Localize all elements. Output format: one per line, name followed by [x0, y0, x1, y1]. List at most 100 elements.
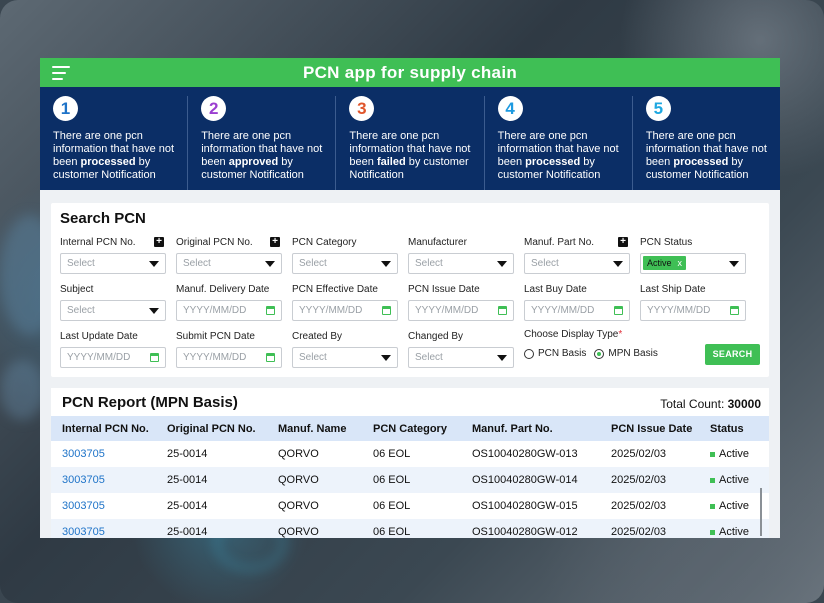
column-header[interactable]: Manuf. Name — [278, 422, 347, 435]
dropdown-caret-icon — [613, 261, 623, 267]
radio-button-selected[interactable] — [594, 348, 605, 359]
calendar-icon[interactable] — [730, 306, 739, 315]
pcn-category-select[interactable]: Select — [292, 253, 398, 274]
pcn-report-panel: PCN Report (MPN Basis) Total Count: 3000… — [51, 388, 769, 538]
notification-step[interactable]: 3 There are one pcn information that hav… — [336, 96, 485, 190]
changed-by-select[interactable]: Select — [408, 347, 514, 368]
column-header[interactable]: Manuf. Part No. — [472, 422, 553, 435]
remove-chip-icon[interactable]: x — [677, 258, 683, 268]
radio-mpn-basis[interactable]: MPN Basis — [594, 348, 658, 359]
field-label: Submit PCN Date — [176, 331, 255, 342]
dropdown-caret-icon — [149, 308, 159, 314]
pcn-category-field: PCN Category Select — [292, 236, 398, 274]
table-header-row: Internal PCN No. Original PCN No. Manuf.… — [51, 416, 769, 441]
pcn-status-select[interactable]: Active x — [640, 253, 746, 274]
internal-pcn-link[interactable]: 3003705 — [62, 500, 105, 512]
field-label: Manuf. Delivery Date — [176, 284, 270, 295]
internal-pcn-select[interactable]: Select — [60, 253, 166, 274]
radio-label: MPN Basis — [608, 348, 658, 359]
dropdown-caret-icon — [729, 261, 739, 267]
field-label: Last Buy Date — [524, 284, 587, 295]
calendar-icon[interactable] — [266, 306, 275, 315]
last-update-date-input[interactable]: YYYY/MM/DD — [60, 347, 166, 368]
table-cell: 06 EOL — [373, 526, 411, 538]
table-row[interactable]: 3003705 25-0014 QORVO 06 EOL OS10040280G… — [51, 441, 769, 467]
status-cell: Active — [699, 467, 769, 493]
table-row[interactable]: 3003705 25-0014 QORVO 06 EOL OS10040280G… — [51, 467, 769, 493]
step-number-badge: 5 — [645, 96, 671, 121]
table-row[interactable]: 3003705 25-0014 QORVO 06 EOL OS10040280G… — [51, 493, 769, 519]
table-scrollbar[interactable] — [760, 488, 762, 536]
report-table: Internal PCN No. Original PCN No. Manuf.… — [51, 416, 769, 538]
created-by-select[interactable]: Select — [292, 347, 398, 368]
table-cell: QORVO — [278, 448, 319, 460]
table-cell: QORVO — [278, 474, 319, 486]
manuf-part-field: Manuf. Part No. + Select — [524, 236, 630, 274]
column-header[interactable]: Status — [710, 422, 744, 435]
column-header[interactable]: Original PCN No. — [167, 422, 256, 435]
internal-pcn-link[interactable]: 3003705 — [62, 526, 105, 538]
field-label: Internal PCN No. — [60, 237, 136, 248]
column-header[interactable]: Internal PCN No. — [62, 422, 149, 435]
field-label: PCN Effective Date — [292, 284, 378, 295]
subject-field: Subject Select — [60, 283, 166, 321]
field-label: PCN Status — [640, 237, 693, 248]
status-cell: Active — [699, 519, 769, 538]
submit-pcn-date-input[interactable]: YYYY/MM/DD — [176, 347, 282, 368]
calendar-icon[interactable] — [614, 306, 623, 315]
search-button[interactable]: SEARCH — [705, 344, 760, 365]
add-icon[interactable]: + — [270, 237, 280, 247]
pcn-effective-date-field: PCN Effective Date YYYY/MM/DD — [292, 283, 398, 321]
internal-pcn-link[interactable]: 3003705 — [62, 448, 105, 460]
original-pcn-select[interactable]: Select — [176, 253, 282, 274]
manuf-part-select[interactable]: Select — [524, 253, 630, 274]
hamburger-menu-icon[interactable] — [52, 66, 70, 80]
last-ship-date-input[interactable]: YYYY/MM/DD — [640, 300, 746, 321]
changed-by-field: Changed By Select — [408, 330, 514, 368]
calendar-icon[interactable] — [498, 306, 507, 315]
calendar-icon[interactable] — [266, 353, 275, 362]
radio-button[interactable] — [524, 348, 534, 359]
column-header[interactable]: PCN Issue Date — [611, 422, 693, 435]
dropdown-caret-icon — [265, 261, 275, 267]
calendar-icon[interactable] — [382, 306, 391, 315]
step-text: There are one pcn information that have … — [53, 130, 175, 181]
add-icon[interactable]: + — [618, 237, 628, 247]
step-text: There are one pcn information that have … — [497, 130, 619, 181]
internal-pcn-link[interactable]: 3003705 — [62, 474, 105, 486]
last-buy-date-input[interactable]: YYYY/MM/DD — [524, 300, 630, 321]
field-label: Manufacturer — [408, 237, 467, 248]
internal-pcn-field: Internal PCN No. + Select — [60, 236, 166, 274]
pcn-effective-date-input[interactable]: YYYY/MM/DD — [292, 300, 398, 321]
add-icon[interactable]: + — [154, 237, 164, 247]
notification-step[interactable]: 2 There are one pcn information that hav… — [188, 96, 337, 190]
manufacturer-select[interactable]: Select — [408, 253, 514, 274]
field-label: Changed By — [408, 331, 464, 342]
display-type-group: Choose Display Type* PCN Basis MPN Basis — [524, 329, 658, 359]
created-by-field: Created By Select — [292, 330, 398, 368]
dropdown-caret-icon — [381, 355, 391, 361]
field-label: Last Update Date — [60, 331, 138, 342]
notification-step[interactable]: 4 There are one pcn information that hav… — [485, 96, 633, 190]
step-number-badge: 3 — [349, 96, 375, 121]
table-cell: 06 EOL — [373, 474, 411, 486]
column-header[interactable]: PCN Category — [373, 422, 447, 435]
manuf-delivery-date-input[interactable]: YYYY/MM/DD — [176, 300, 282, 321]
subject-select[interactable]: Select — [60, 300, 166, 321]
status-chip: Active x — [643, 256, 687, 270]
table-row[interactable]: 3003705 25-0014 QORVO 06 EOL OS10040280G… — [51, 519, 769, 538]
notification-step[interactable]: 5 There are one pcn information that hav… — [633, 96, 780, 190]
field-label: Manuf. Part No. — [524, 237, 595, 248]
table-cell: 25-0014 — [167, 500, 208, 512]
table-cell: QORVO — [278, 500, 319, 512]
status-dot-icon — [710, 451, 715, 457]
status-cell: Active — [699, 493, 769, 519]
app-window: PCN app for supply chain 1 There are one… — [40, 58, 780, 538]
radio-pcn-basis[interactable]: PCN Basis — [524, 348, 586, 359]
status-dot-icon — [710, 503, 715, 509]
manuf-delivery-date-field: Manuf. Delivery Date YYYY/MM/DD — [176, 283, 282, 321]
pcn-status-field: PCN Status Active x — [640, 236, 746, 274]
notification-step[interactable]: 1 There are one pcn information that hav… — [40, 96, 189, 190]
calendar-icon[interactable] — [150, 353, 159, 362]
pcn-issue-date-input[interactable]: YYYY/MM/DD — [408, 300, 514, 321]
